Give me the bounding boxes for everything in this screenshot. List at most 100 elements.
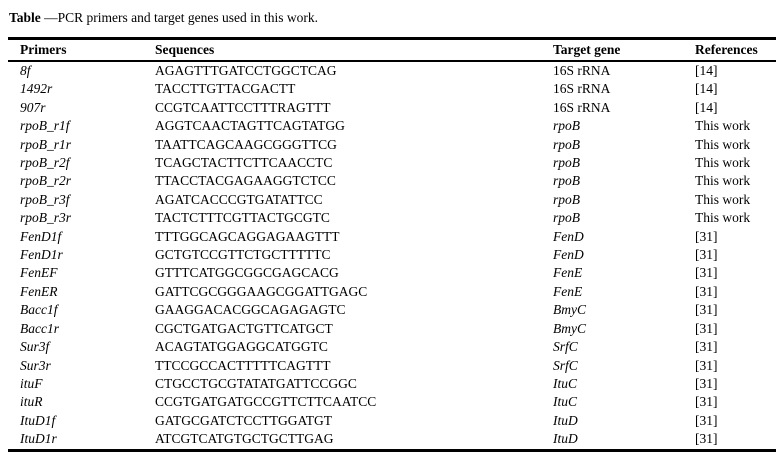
primer-sequence-cell: TCAGCTACTTCTTCAACCTC (155, 155, 333, 171)
table-caption: Table —PCR primers and target genes used… (9, 9, 776, 27)
primer-name-cell: ItuD1f (20, 412, 56, 428)
target-gene-cell: FenD (553, 247, 584, 263)
reference-cell: This work (695, 173, 751, 189)
primer-sequence-cell: GAAGGACACGGCAGAGAGTC (155, 302, 346, 318)
table-row: Bacc1r CGCTGATGACTGTTCATGCT BmyC [31] (8, 320, 776, 338)
table-row: FenER GATTCGCGGGAAGCGGATTGAGC FenE [31] (8, 283, 776, 301)
target-gene-cell: rpoB (553, 136, 580, 152)
table-row: ItuD1r ATCGTCATGTGCTGCTTGAG ItuD [31] (8, 430, 776, 450)
reference-cell: This work (695, 210, 751, 226)
reference-cell: This work (695, 191, 751, 207)
target-gene-cell: FenE (553, 283, 583, 299)
target-gene-cell: 16S rRNA (553, 99, 611, 115)
primer-sequence-cell: GATGCGATCTCCTTGGATGT (155, 412, 332, 428)
table-row: Sur3f ACAGTATGGAGGCATGGTC SrfC [31] (8, 338, 776, 356)
reference-cell: [14] (695, 81, 718, 97)
table-row: rpoB_r2r TTACCTACGAGAAGGTCTCC rpoB This … (8, 172, 776, 190)
table-row: rpoB_r3f AGATCACCCGTGATATTCC rpoB This w… (8, 191, 776, 209)
primer-sequence-cell: TAATTCAGCAAGCGGGTTCG (155, 136, 337, 152)
primer-name-cell: 907r (20, 99, 46, 115)
primer-name-cell: rpoB_r3f (20, 191, 70, 207)
table-row: Bacc1f GAAGGACACGGCAGAGAGTC BmyC [31] (8, 301, 776, 319)
target-gene-cell: rpoB (553, 210, 580, 226)
target-gene-cell: FenD (553, 228, 584, 244)
table-caption-label: Table (9, 10, 41, 25)
target-gene-cell: rpoB (553, 191, 580, 207)
target-gene-cell: ItuC (553, 375, 578, 391)
table-caption-text: —PCR primers and target genes used in th… (40, 10, 318, 25)
column-header-sequences: Sequences (155, 38, 553, 62)
primer-sequence-cell: GTTTCATGGCGGCGAGCACG (155, 265, 339, 281)
target-gene-cell: rpoB (553, 173, 580, 189)
reference-cell: [31] (695, 412, 718, 428)
target-gene-cell: ItuC (553, 394, 578, 410)
target-gene-cell: ItuD (553, 412, 578, 428)
target-gene-cell: rpoB (553, 155, 580, 171)
primer-name-cell: FenD1f (20, 228, 62, 244)
target-gene-cell: SrfC (553, 357, 578, 373)
table-row: rpoB_r1r TAATTCAGCAAGCGGGTTCG rpoB This … (8, 136, 776, 154)
reference-cell: [31] (695, 228, 718, 244)
reference-cell: This work (695, 136, 751, 152)
table-row: ItuD1f GATGCGATCTCCTTGGATGT ItuD [31] (8, 412, 776, 430)
reference-cell: [31] (695, 375, 718, 391)
primer-sequence-cell: TTTGGCAGCAGGAGAAGTTT (155, 228, 340, 244)
primer-sequence-cell: AGATCACCCGTGATATTCC (155, 191, 323, 207)
reference-cell: [14] (695, 63, 718, 78)
table-row: ituF CTGCCTGCGTATATGATTCCGGC ItuC [31] (8, 375, 776, 393)
primer-name-cell: rpoB_r3r (20, 210, 72, 226)
primer-sequence-cell: ATCGTCATGTGCTGCTTGAG (155, 431, 334, 447)
target-gene-cell: BmyC (553, 302, 586, 318)
primer-sequence-cell: AGGTCAACTAGTTCAGTATGG (155, 118, 345, 134)
primer-sequence-cell: CTGCCTGCGTATATGATTCCGGC (155, 375, 357, 391)
table-header-row: Primers Sequences Target gene References (8, 38, 776, 62)
primer-name-cell: 1492r (20, 81, 53, 97)
primer-sequence-cell: GATTCGCGGGAAGCGGATTGAGC (155, 283, 368, 299)
target-gene-cell: rpoB (553, 118, 580, 134)
table-row: rpoB_r3r TACTCTTTCGTTACTGCGTC rpoB This … (8, 209, 776, 227)
primer-name-cell: FenEF (20, 265, 58, 281)
primer-name-cell: ItuD1r (20, 431, 57, 447)
primer-sequence-cell: TACCTTGTTACGACTT (155, 81, 296, 97)
primer-name-cell: rpoB_r1f (20, 118, 70, 134)
table-row: 907r CCGTCAATTCCTTTRAGTTT 16S rRNA [14] (8, 99, 776, 117)
primer-sequence-cell: AGAGTTTGATCCTGGCTCAG (155, 63, 337, 78)
table-row: FenEF GTTTCATGGCGGCGAGCACG FenE [31] (8, 264, 776, 282)
reference-cell: [31] (695, 320, 718, 336)
primer-sequence-cell: CCGTCAATTCCTTTRAGTTT (155, 99, 331, 115)
primer-sequence-cell: TTCCGCCACTTTTTCAGTTT (155, 357, 331, 373)
primer-name-cell: rpoB_r1r (20, 136, 72, 152)
table-body: 8f AGAGTTTGATCCTGGCTCAG 16S rRNA [14] 14… (8, 61, 776, 450)
primer-name-cell: ituR (20, 394, 43, 410)
primer-name-cell: Sur3f (20, 339, 50, 355)
column-header-references: References (695, 38, 776, 62)
column-header-target-gene: Target gene (553, 38, 695, 62)
reference-cell: [31] (695, 339, 718, 355)
target-gene-cell: BmyC (553, 320, 586, 336)
target-gene-cell: 16S rRNA (553, 81, 611, 97)
reference-cell: [31] (695, 247, 718, 263)
reference-cell: [14] (695, 99, 718, 115)
reference-cell: This work (695, 155, 751, 171)
reference-cell: This work (695, 118, 751, 134)
table-row: 8f AGAGTTTGATCCTGGCTCAG 16S rRNA [14] (8, 61, 776, 80)
reference-cell: [31] (695, 357, 718, 373)
column-header-primers: Primers (8, 38, 155, 62)
table-row: ituR CCGTGATGATGCCGTTCTTCAATCC ItuC [31] (8, 393, 776, 411)
primer-sequence-cell: CGCTGATGACTGTTCATGCT (155, 320, 333, 336)
primer-name-cell: Bacc1r (20, 320, 59, 336)
reference-cell: [31] (695, 394, 718, 410)
reference-cell: [31] (695, 283, 718, 299)
target-gene-cell: FenE (553, 265, 583, 281)
primer-sequence-cell: TTACCTACGAGAAGGTCTCC (155, 173, 336, 189)
table-row: 1492r TACCTTGTTACGACTT 16S rRNA [14] (8, 80, 776, 98)
primer-name-cell: Sur3r (20, 357, 51, 373)
primer-sequence-cell: ACAGTATGGAGGCATGGTC (155, 339, 328, 355)
reference-cell: [31] (695, 431, 718, 447)
target-gene-cell: ItuD (553, 431, 578, 447)
table-row: FenD1f TTTGGCAGCAGGAGAAGTTT FenD [31] (8, 228, 776, 246)
primer-sequence-cell: CCGTGATGATGCCGTTCTTCAATCC (155, 394, 377, 410)
primer-name-cell: rpoB_r2f (20, 155, 70, 171)
primer-name-cell: Bacc1f (20, 302, 58, 318)
